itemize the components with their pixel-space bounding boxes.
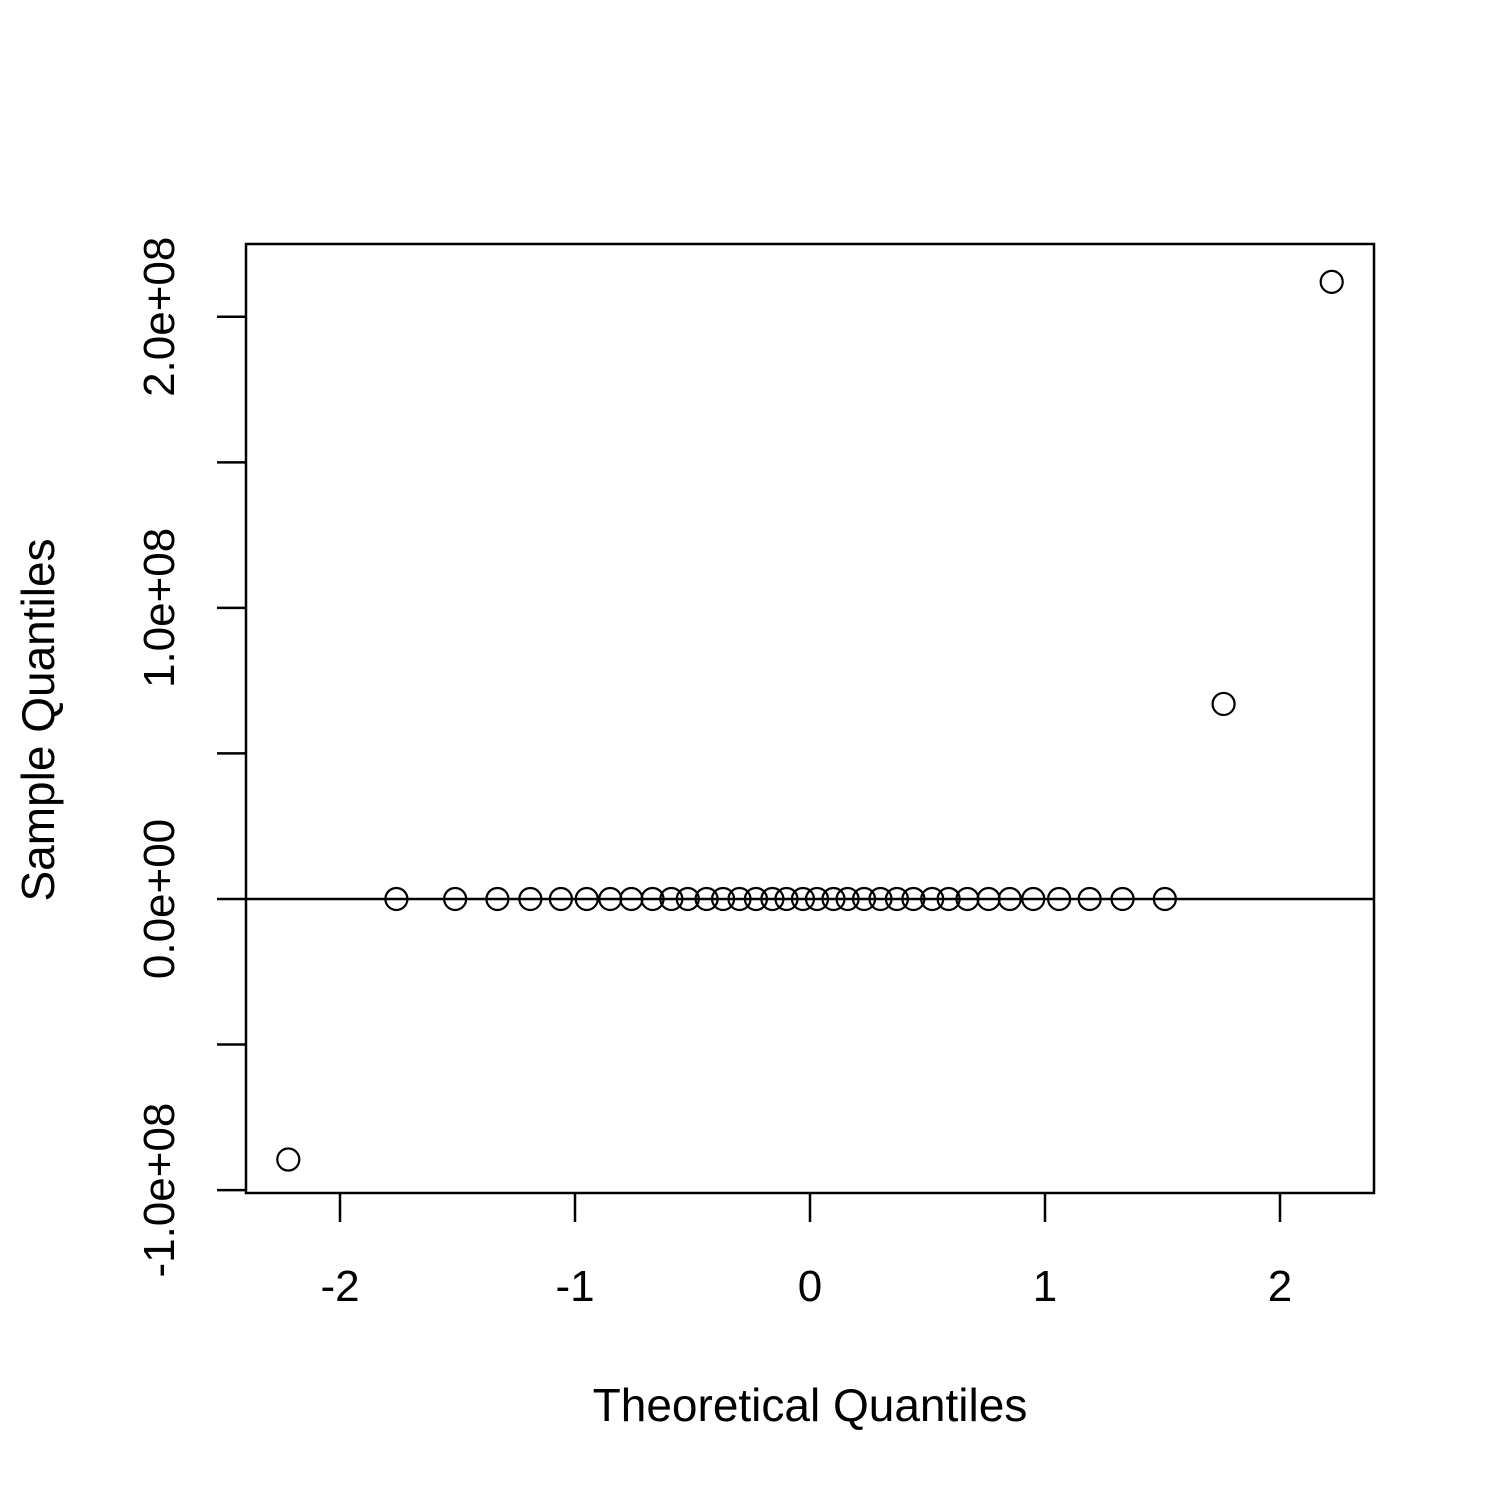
x-tick-label: 2 [1268, 1262, 1292, 1311]
y-tick-label: 1.0e+08 [135, 528, 184, 688]
data-point [868, 886, 893, 912]
data-point [485, 886, 510, 912]
x-tick-label: 0 [798, 1262, 822, 1311]
data-points [276, 269, 1344, 1172]
data-point [1021, 886, 1046, 912]
data-point [901, 886, 926, 912]
data-point [518, 886, 543, 912]
data-point [835, 886, 860, 912]
data-point [659, 886, 684, 912]
y-tick-label: -1.0e+08 [135, 1103, 184, 1278]
data-point [936, 886, 961, 912]
data-point [1110, 886, 1135, 912]
x-axis: -2 -1 0 1 2 [320, 1193, 1292, 1311]
data-point [851, 886, 877, 912]
data-point [790, 886, 816, 912]
data-point [675, 886, 700, 912]
data-point [821, 886, 846, 912]
x-axis-title: Theoretical Quantiles [593, 1379, 1028, 1431]
data-point [997, 886, 1022, 912]
data-point [1319, 269, 1344, 294]
data-point [1211, 691, 1236, 717]
data-point [884, 886, 910, 912]
data-point [920, 886, 945, 912]
plot-frame [244, 242, 1376, 1195]
x-tick-label: -2 [320, 1262, 359, 1311]
data-point [1046, 886, 1072, 912]
data-point [1077, 886, 1102, 912]
x-tick-label: -1 [555, 1262, 594, 1311]
data-point [774, 886, 799, 912]
data-point [640, 886, 665, 912]
y-axis: -1.0e+08 0.0e+00 1.0e+08 2.0e+08 [135, 237, 246, 1278]
data-point [276, 1147, 301, 1172]
data-point [1152, 886, 1177, 912]
y-tick-label: 0.0e+00 [135, 819, 184, 979]
y-tick-label: 2.0e+08 [135, 237, 184, 397]
data-point [743, 886, 769, 912]
data-point [548, 886, 574, 912]
y-axis-title: Sample Quantiles [12, 538, 64, 901]
data-point [694, 886, 719, 912]
data-point [760, 886, 785, 912]
data-point [804, 886, 830, 912]
data-point [710, 886, 736, 912]
data-point [574, 886, 599, 912]
data-point [727, 886, 752, 912]
data-point [443, 886, 468, 912]
x-tick-label: 1 [1033, 1262, 1057, 1311]
data-point [384, 886, 409, 912]
